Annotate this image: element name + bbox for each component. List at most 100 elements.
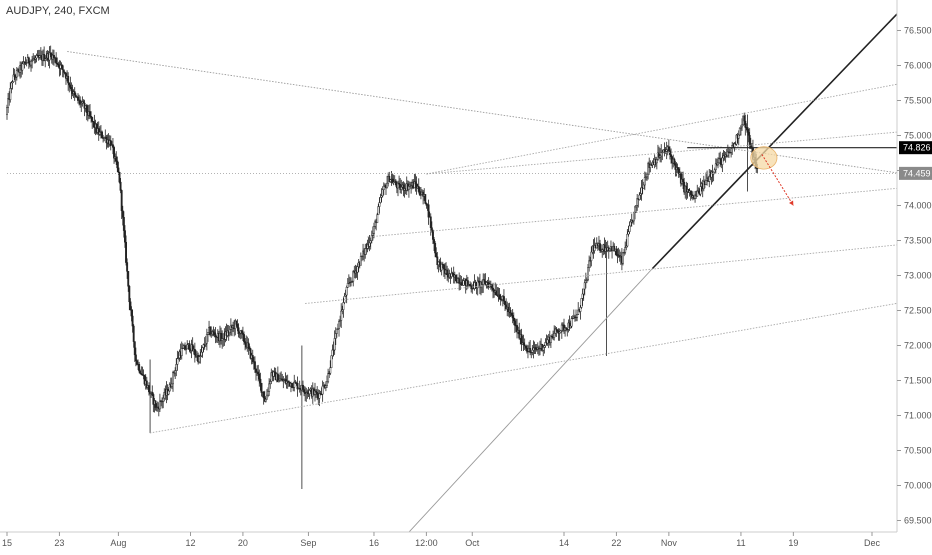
candle-body [193,349,196,356]
candle-body [207,332,209,335]
candle-body [427,204,430,218]
candle-body [172,372,174,385]
candle-body [235,320,238,325]
plot-area [6,12,897,532]
candle-body [634,206,636,213]
candle-body [333,338,336,351]
candle-body [382,185,385,191]
candle-body [268,383,271,392]
candle-body [287,380,290,383]
candle-body [373,226,375,234]
candle-body [689,190,692,195]
candle-body [145,380,148,388]
candle-body [627,231,630,235]
candle-body [128,285,131,303]
candle-body [131,315,134,327]
candle-body [240,330,243,334]
price-tick-label: 74.000 [904,201,932,211]
candle-body [237,327,240,335]
channel-line [305,244,897,304]
candle-body [340,310,343,321]
candle-body [746,127,749,133]
candle-body [524,345,527,349]
price-tick-label: 70.000 [904,481,932,491]
candle-body [386,182,389,189]
candle-body [136,360,138,365]
candle-body [400,186,403,190]
candle-body [613,245,616,252]
candle-body [264,398,267,402]
candle-body [442,264,445,270]
candle-body [381,189,384,197]
candle-body [717,162,719,166]
dotted-resistance-line [67,51,897,174]
candle-body [27,57,30,64]
candle-body [580,298,583,308]
price-tick-label: 72.500 [904,306,932,316]
price-tick-label: 73.500 [904,236,932,246]
time-tick-label: Aug [110,538,126,548]
candle-body [743,115,746,122]
price-tick-label: 75.500 [904,96,932,106]
candle-body [61,65,64,71]
candle-body [549,335,552,343]
candle-body [419,194,422,196]
candle-body [513,320,516,326]
candle-body [466,280,469,286]
candle-body [512,317,515,322]
price-tick-label: 70.500 [904,446,932,456]
candle-body [265,394,268,400]
candle-body [101,131,103,139]
candle-body [498,294,501,300]
candle-body [130,309,133,317]
candle-body [121,210,124,218]
candle-body [67,75,70,84]
price-tick-label: 75.000 [904,131,932,141]
candle-body [737,134,740,139]
candle-body [346,283,349,288]
candle-body [615,248,618,255]
candle-body [269,381,272,385]
candle-body [134,354,137,361]
candle-body [558,331,561,334]
candle-body [174,370,177,374]
candle-body [646,173,648,178]
candle-body [705,180,707,185]
candle-body [316,392,319,395]
channel-line [426,131,897,175]
candle-body [721,157,724,165]
candle-body [127,271,130,287]
candle-body [321,385,324,395]
candle-body [73,91,76,96]
candle-body [119,181,122,191]
candle-body [49,52,52,55]
time-tick-label: 14 [559,538,569,548]
candle-body [167,390,170,395]
candle-body [53,54,55,59]
candle-body [359,256,362,266]
candle-body [10,82,13,89]
price-tick-label: 69.500 [904,516,932,526]
candle-body [74,94,77,97]
candle-body [495,290,498,296]
candle-body [744,120,747,128]
candle-body [369,240,372,244]
time-tick-label: 12 [185,538,195,548]
candle-body [115,156,118,162]
candle-body [55,57,58,64]
candle-body [446,269,449,276]
candle-body [433,239,435,244]
candle-body [436,256,439,266]
candle-body [476,280,479,289]
candle-body [643,177,646,186]
candle-body [111,144,114,148]
candle-body [69,84,72,88]
candle-body [70,87,73,92]
price-label: 74.826 [903,143,931,153]
candle-body [118,171,121,183]
candle-body [330,355,333,368]
candle-body [13,74,16,78]
candle-body [243,334,245,342]
candle-body [342,302,345,310]
